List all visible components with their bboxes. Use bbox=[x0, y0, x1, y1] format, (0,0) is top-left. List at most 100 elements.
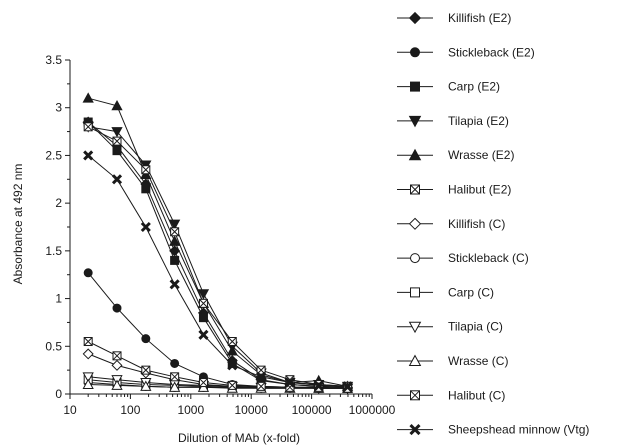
data-point-wrasse-c bbox=[168, 381, 181, 392]
series-line-tilapia-e2 bbox=[88, 126, 348, 387]
y-tick-label: 1.5 bbox=[45, 244, 62, 258]
legend-label: Stickleback (E2) bbox=[448, 45, 535, 59]
data-point-sheepshead-minnow-vtg bbox=[313, 380, 324, 391]
legend-item-carp-e2: Carp (E2) bbox=[397, 80, 500, 94]
y-tick-label: 2 bbox=[55, 196, 62, 210]
legend-marker bbox=[408, 217, 422, 230]
legend-label: Carp (E2) bbox=[448, 80, 500, 94]
data-point-sheepshead-minnow-vtg bbox=[227, 360, 238, 371]
marker-cross bbox=[227, 381, 237, 390]
series-line-wrasse-e2 bbox=[88, 97, 348, 387]
data-point-killifish-c bbox=[82, 348, 94, 360]
data-point-sheepshead-minnow-vtg bbox=[284, 377, 295, 388]
data-point-stickleback-e2 bbox=[83, 268, 93, 278]
legend-label: Tilapia (E2) bbox=[448, 114, 509, 128]
data-point-sheepshead-minnow-vtg bbox=[342, 381, 353, 392]
data-point-halibut-c bbox=[170, 372, 180, 382]
legend-marker bbox=[408, 321, 422, 334]
data-point-halibut-e2 bbox=[83, 122, 93, 132]
marker-cross bbox=[83, 122, 93, 132]
legend-item-carp-c: Carp (C) bbox=[397, 285, 494, 299]
legend-item-wrasse-c: Wrasse (C) bbox=[397, 354, 508, 368]
legend-label: Halibut (E2) bbox=[448, 183, 511, 197]
legend-item-stickleback-c: Stickleback (C) bbox=[397, 251, 529, 265]
x-ticks: 10 100 1000 10000 100000 1000000 bbox=[63, 394, 396, 417]
series-line-sheepshead-minnow-vtg bbox=[87, 155, 348, 387]
series-line-stickleback-e2 bbox=[87, 272, 348, 389]
data-point-halibut-c bbox=[227, 380, 237, 390]
data-point-carp-e2 bbox=[198, 313, 208, 323]
x-tick-label: 10 bbox=[63, 403, 77, 417]
data-point-halibut-c bbox=[83, 337, 93, 347]
marker-cross bbox=[199, 378, 208, 387]
y-tick-label: 3 bbox=[55, 101, 62, 115]
x-axis-label: Dilution of MAb (x-fold) bbox=[178, 431, 300, 445]
series-stickleback-e2 bbox=[83, 268, 353, 393]
legend-marker bbox=[410, 81, 420, 92]
legend-label: Tilapia (C) bbox=[448, 320, 503, 334]
marker-cross bbox=[410, 390, 420, 401]
data-point-sheepshead-minnow-vtg bbox=[83, 150, 94, 161]
data-point-stickleback-e2 bbox=[141, 334, 151, 344]
data-point-halibut-c bbox=[198, 378, 208, 388]
legend-marker bbox=[408, 354, 422, 366]
data-point-wrasse-c bbox=[140, 380, 152, 391]
legend-label: Stickleback (C) bbox=[448, 251, 529, 265]
data-point-halibut-c bbox=[112, 351, 122, 361]
y-ticks: 0 0.5 1 1.5 2 2.5 3 3.5 bbox=[45, 53, 70, 401]
y-tick-label: 0 bbox=[55, 387, 62, 401]
legend-marker bbox=[410, 184, 420, 195]
data-point-tilapia-e2 bbox=[168, 219, 181, 230]
data-point-wrasse-e2 bbox=[168, 235, 181, 246]
data-point-carp-e2 bbox=[141, 184, 151, 194]
legend-label: Sheepshead minnow (Vtg) bbox=[448, 423, 589, 437]
data-point-tilapia-c bbox=[82, 372, 94, 383]
series-line-wrasse-c bbox=[88, 384, 348, 389]
legend-label: Wrasse (E2) bbox=[448, 148, 514, 162]
data-point-halibut-e2 bbox=[141, 165, 151, 175]
data-point-halibut-e2 bbox=[112, 136, 122, 146]
legend-item-killifish-e2: Killifish (E2) bbox=[397, 11, 511, 25]
legend-item-halibut-c: Halibut (C) bbox=[397, 388, 505, 402]
legend-label: Killifish (E2) bbox=[448, 11, 511, 25]
legend-item-tilapia-c: Tilapia (C) bbox=[397, 320, 503, 334]
legend-item-tilapia-e2: Tilapia (E2) bbox=[397, 114, 509, 128]
marker-cross bbox=[410, 184, 420, 195]
marker-cross bbox=[83, 337, 93, 346]
marker-cross bbox=[112, 351, 122, 361]
legend-marker bbox=[409, 424, 421, 436]
y-tick-label: 2.5 bbox=[45, 148, 62, 162]
data-point-stickleback-e2 bbox=[170, 358, 180, 368]
series-line-killifish-e2 bbox=[87, 121, 348, 388]
legend-item-halibut-e2: Halibut (E2) bbox=[397, 183, 511, 197]
series-wrasse-e2 bbox=[82, 92, 354, 391]
data-point-killifish-c bbox=[111, 359, 123, 371]
marker-cross bbox=[227, 337, 237, 346]
data-point-sheepshead-minnow-vtg bbox=[111, 174, 123, 185]
data-point-wrasse-e2 bbox=[226, 345, 238, 356]
series-line-halibut-c bbox=[87, 341, 348, 389]
data-point-carp-e2 bbox=[170, 255, 180, 265]
marker-cross bbox=[199, 298, 208, 308]
y-tick-label: 3.5 bbox=[45, 53, 62, 67]
legend-item-stickleback-e2: Stickleback (E2) bbox=[397, 45, 535, 59]
series-line-halibut-e2 bbox=[87, 126, 348, 387]
legend-marker bbox=[408, 148, 422, 161]
legend: Killifish (E2) Stickleback (E2) Carp (E2) T… bbox=[397, 11, 589, 437]
data-point-wrasse-c bbox=[111, 379, 123, 390]
data-point-halibut-c bbox=[256, 381, 266, 391]
data-point-carp-e2 bbox=[112, 146, 122, 156]
x-tick-label: 100 bbox=[120, 403, 140, 417]
y-tick-label: 0.5 bbox=[45, 339, 62, 353]
legend-label: Killifish (C) bbox=[448, 217, 505, 231]
marker-cross bbox=[170, 372, 179, 382]
legend-marker bbox=[410, 253, 420, 264]
legend-marker bbox=[408, 11, 422, 25]
data-point-halibut-c bbox=[141, 365, 151, 375]
marker-cross bbox=[141, 165, 151, 175]
data-point-sheepshead-minnow-vtg bbox=[198, 329, 209, 340]
marker-cross bbox=[170, 227, 179, 237]
legend-item-wrasse-e2: Wrasse (E2) bbox=[397, 148, 514, 162]
x-tick-label: 100000 bbox=[292, 403, 332, 417]
